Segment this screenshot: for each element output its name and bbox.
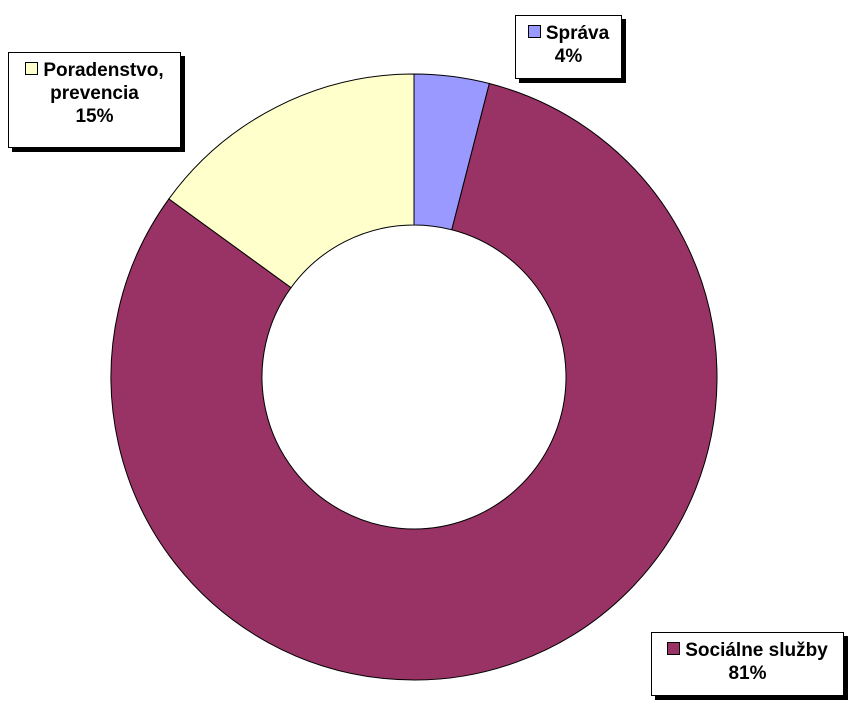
slice-name-socialne: Sociálne služby — [685, 640, 828, 661]
donut-slice-2 — [110, 82, 718, 681]
slice-value-poradenstvo: 15% — [75, 106, 114, 127]
slice-name-poradenstvo-line1: Poradenstvo, — [43, 60, 164, 81]
slice-name-poradenstvo-line2: prevencia — [50, 83, 139, 104]
slice-value-socialne: 81% — [728, 663, 767, 684]
legend-swatch-poradenstvo — [25, 62, 39, 75]
donut-slices — [110, 73, 718, 681]
slice-label-poradenstvo-prevencia: Poradenstvo, prevencia 15% — [8, 52, 181, 148]
legend-swatch-sprava — [527, 25, 541, 38]
donut-slice-3 — [168, 73, 415, 289]
slice-value-sprava: 4% — [554, 46, 583, 67]
slice-label-sprava: Správa 4% — [515, 15, 622, 79]
slice-label-socialne-sluzby: Sociálne služby 81% — [651, 632, 844, 696]
legend-swatch-socialne — [667, 642, 681, 655]
slice-name-sprava: Správa — [545, 23, 610, 44]
